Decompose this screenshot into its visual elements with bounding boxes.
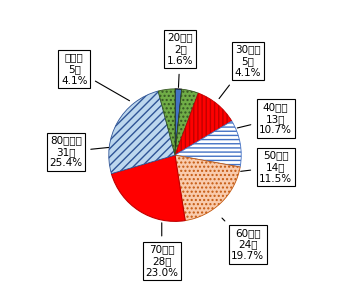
Wedge shape <box>175 155 240 221</box>
Wedge shape <box>175 89 182 155</box>
Wedge shape <box>175 121 241 167</box>
Text: 70歳代
28件
23.0%: 70歳代 28件 23.0% <box>145 223 178 278</box>
Wedge shape <box>111 155 185 221</box>
Wedge shape <box>158 89 175 155</box>
Text: 80歳以上
31件
25.4%: 80歳以上 31件 25.4% <box>49 135 108 168</box>
Text: 20歳代
2件
1.6%: 20歳代 2件 1.6% <box>167 33 194 87</box>
Text: 40歳代
13件
10.7%: 40歳代 13件 10.7% <box>237 102 292 135</box>
Text: 60歳代
24件
19.7%: 60歳代 24件 19.7% <box>222 218 264 261</box>
Text: 50歳代
14件
11.5%: 50歳代 14件 11.5% <box>241 151 292 184</box>
Text: 30歳代
5件
4.1%: 30歳代 5件 4.1% <box>219 45 261 99</box>
Wedge shape <box>109 91 175 174</box>
Wedge shape <box>175 89 198 155</box>
Text: 不明等
5件
4.1%: 不明等 5件 4.1% <box>61 52 130 101</box>
Wedge shape <box>175 93 232 155</box>
